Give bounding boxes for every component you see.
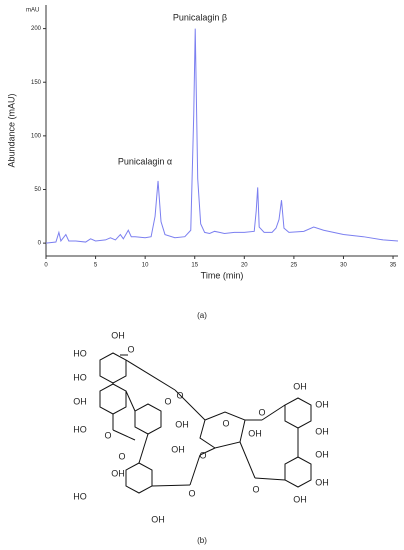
y-tick-label: 100 — [31, 133, 42, 139]
x-tick-label: 25 — [291, 263, 298, 269]
atom-label: O — [176, 390, 183, 400]
x-tick-label: 15 — [191, 263, 198, 269]
atom-label: OH — [315, 426, 329, 436]
x-tick-label: 5 — [94, 263, 98, 269]
atom-label: OH — [111, 330, 125, 340]
atom-label: OH — [175, 419, 189, 429]
panel-label: (b) — [197, 536, 207, 545]
atom-label: OH — [171, 444, 185, 454]
annotation: Punicalagin α — [118, 156, 172, 166]
y-axis-label: Abundance (mAU) — [6, 93, 16, 167]
y-tick-label: 50 — [34, 187, 41, 193]
x-tick-label: 0 — [44, 263, 48, 269]
atom-label: O — [118, 451, 125, 461]
x-tick-label: 10 — [142, 263, 149, 269]
atom-label: OH — [315, 477, 329, 487]
atom-label: O — [199, 450, 206, 460]
atom-label: OH — [315, 449, 329, 459]
x-axis-label: Time (min) — [201, 270, 244, 280]
y-tick-label: 0 — [38, 241, 42, 247]
atom-label: OH — [151, 514, 165, 524]
atom-label: O — [258, 407, 265, 417]
atom-label: HO — [73, 491, 87, 501]
x-tick-label: 20 — [241, 263, 248, 269]
atom-label: O — [104, 430, 111, 440]
y-unit: mAU — [26, 8, 39, 14]
atom-label: HO — [73, 424, 87, 434]
atom-label: OH — [293, 381, 307, 391]
atom-label: OH — [73, 396, 87, 406]
x-tick-label: 30 — [340, 263, 347, 269]
chromatogram-line — [45, 28, 399, 244]
atom-label: O — [222, 418, 229, 428]
atom-label: HO — [73, 372, 87, 382]
atom-label: OH — [248, 428, 262, 438]
x-tick-label: 35 — [390, 263, 397, 269]
annotation: Punicalagin β — [173, 12, 227, 22]
atom-label: OH — [111, 468, 125, 478]
y-tick-label: 150 — [31, 80, 42, 86]
atom-label: OH — [293, 494, 307, 504]
atom-label: O — [127, 344, 134, 354]
panel-label: (a) — [197, 311, 207, 320]
y-tick-label: 200 — [31, 26, 42, 32]
atom-label: O — [188, 488, 195, 498]
atom-label: OH — [315, 399, 329, 409]
atom-label: O — [252, 484, 259, 494]
atom-label: HO — [73, 348, 87, 358]
atom-label: O — [164, 396, 171, 406]
